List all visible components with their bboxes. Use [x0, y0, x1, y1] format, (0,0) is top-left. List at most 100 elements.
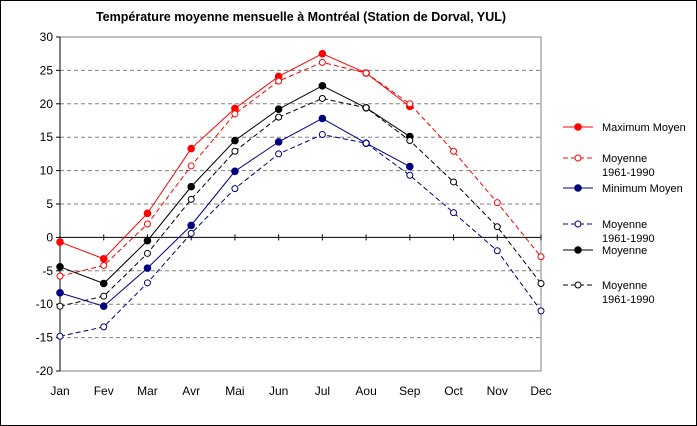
- data-point: [274, 138, 283, 146]
- y-tick-label: 25: [40, 63, 54, 77]
- data-point: [231, 185, 239, 193]
- x-tick-label: Mar: [137, 384, 158, 398]
- y-tick-label: -20: [36, 364, 54, 378]
- y-tick-label: 10: [40, 164, 54, 178]
- data-point: [143, 264, 152, 272]
- x-tick-label: Avr: [182, 384, 200, 398]
- data-point: [275, 77, 283, 85]
- data-point: [493, 223, 501, 231]
- legend-marker-0: [574, 123, 582, 131]
- data-point: [406, 162, 414, 171]
- legend-marker-5: [574, 281, 582, 289]
- x-tick-label: Jul: [315, 384, 330, 398]
- y-tick-label: -15: [36, 331, 54, 345]
- data-point: [362, 139, 370, 147]
- data-point: [450, 209, 458, 217]
- data-point: [187, 221, 195, 230]
- data-point: [450, 178, 458, 186]
- data-point: [187, 229, 195, 237]
- data-point: [187, 162, 195, 170]
- legend-label: Maximum Moyen: [602, 122, 686, 134]
- data-point: [318, 49, 327, 58]
- data-point: [99, 279, 108, 288]
- data-point: [100, 323, 108, 331]
- data-point: [318, 94, 326, 102]
- legend-marker-1: [574, 154, 582, 162]
- data-point: [99, 302, 108, 311]
- legend-label: 1961-1990: [602, 294, 655, 306]
- data-point: [406, 137, 414, 145]
- legend-marker-4: [574, 246, 582, 254]
- data-point: [187, 182, 195, 191]
- data-point: [143, 236, 152, 245]
- data-point: [318, 58, 326, 66]
- data-point: [275, 113, 283, 121]
- x-tick-label: Mai: [225, 384, 244, 398]
- x-tick-label: Oct: [444, 384, 463, 398]
- data-point: [187, 195, 195, 203]
- data-point: [493, 199, 501, 207]
- data-point: [56, 289, 64, 297]
- data-point: [231, 167, 239, 176]
- data-point: [99, 254, 108, 263]
- data-point: [143, 249, 151, 257]
- data-point: [362, 104, 370, 112]
- legend-marker-2: [574, 184, 582, 192]
- series-line-0: [59, 53, 411, 260]
- data-point: [100, 292, 108, 300]
- data-point: [406, 171, 414, 179]
- data-point: [318, 114, 327, 123]
- data-point: [56, 332, 64, 340]
- series-line-5: [59, 97, 542, 307]
- legend-label: Moyenne: [602, 245, 647, 257]
- data-point: [56, 262, 64, 271]
- x-tick-label: Jan: [50, 384, 69, 398]
- data-point: [56, 272, 64, 280]
- legend-label: Moyenne: [602, 219, 647, 231]
- legend-label: 1961-1990: [602, 167, 655, 179]
- legend-label: 1961-1990: [602, 233, 655, 245]
- data-point: [231, 147, 239, 155]
- data-point: [537, 279, 545, 287]
- x-tick-label: Sep: [399, 384, 421, 398]
- x-tick-label: Nov: [487, 384, 508, 398]
- series-line-1: [59, 61, 542, 277]
- x-tick-label: Fev: [94, 384, 114, 398]
- data-point: [56, 302, 64, 310]
- data-point: [537, 307, 545, 315]
- series-line-2: [59, 117, 411, 307]
- data-point: [187, 144, 195, 153]
- series-line-3: [59, 134, 542, 337]
- y-tick-label: 0: [46, 230, 53, 244]
- legend-marker-3: [574, 220, 582, 228]
- y-tick-label: -10: [36, 297, 54, 311]
- data-point: [143, 279, 151, 287]
- y-tick-label: 20: [40, 97, 54, 111]
- data-point: [143, 220, 151, 228]
- data-point: [231, 110, 239, 118]
- legend-label: Moyenne: [602, 153, 647, 165]
- legend-label: Minimum Moyen: [602, 183, 683, 195]
- data-point: [318, 131, 326, 139]
- data-point: [56, 238, 64, 246]
- data-point: [143, 209, 152, 218]
- data-point: [450, 147, 458, 155]
- x-tick-label: Jun: [269, 384, 288, 398]
- data-point: [406, 100, 414, 108]
- y-tick-label: -5: [42, 264, 53, 278]
- legend-label: Moyenne: [602, 280, 647, 292]
- data-point: [100, 261, 108, 269]
- data-point: [493, 247, 501, 255]
- data-point: [318, 81, 327, 90]
- data-point: [274, 105, 283, 113]
- y-tick-label: 15: [40, 130, 54, 144]
- data-point: [537, 253, 545, 261]
- data-point: [275, 150, 283, 158]
- y-tick-label: 30: [40, 30, 54, 44]
- data-point: [362, 69, 370, 77]
- x-tick-label: Aou: [355, 384, 376, 398]
- y-tick-label: 5: [46, 197, 53, 211]
- x-tick-label: Dec: [530, 384, 551, 398]
